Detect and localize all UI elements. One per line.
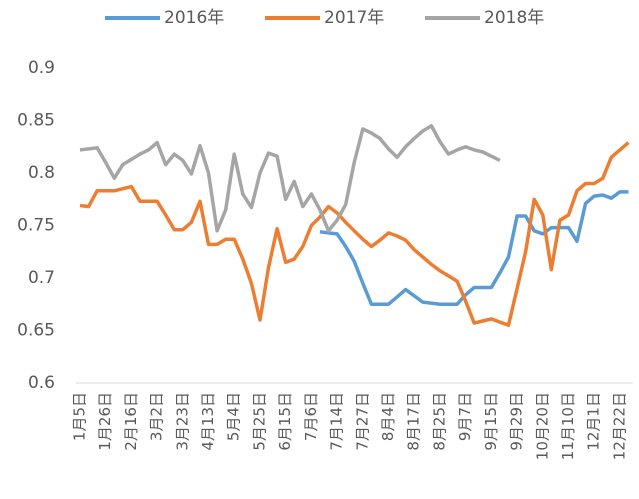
x-tick-label: 8月17日: [405, 392, 423, 451]
x-tick-label: 9月29日: [508, 392, 526, 451]
y-tick-label: 0.6: [28, 373, 55, 393]
x-tick-label: 4月13日: [199, 392, 217, 451]
x-tick-label: 12月1日: [585, 392, 603, 451]
x-tick-label: 12月22日: [610, 392, 628, 460]
legend-label: 2018年: [484, 8, 544, 28]
x-tick-label: 5月4日: [225, 392, 243, 441]
series-line: [79, 124, 501, 233]
y-tick-label: 0.7: [28, 268, 55, 288]
x-tick-label: 3月2日: [148, 392, 166, 441]
y-tick-label: 0.75: [17, 216, 55, 236]
x-tick-label: 8月4日: [379, 392, 397, 441]
y-tick-label: 0.65: [17, 321, 55, 341]
y-tick-label: 0.9: [28, 58, 55, 78]
x-tick-label: 1月5日: [70, 392, 88, 441]
series-line: [319, 190, 629, 306]
legend-label: 2017年: [324, 8, 384, 28]
y-tick-label: 0.85: [17, 111, 55, 131]
legend-label: 2016年: [164, 8, 224, 28]
x-tick-label: 9月7日: [456, 392, 474, 441]
x-tick-label: 7月14日: [328, 392, 346, 451]
x-tick-label: 10月20日: [533, 392, 551, 460]
y-tick-label: 0.8: [28, 163, 55, 183]
x-tick-label: 8月25日: [430, 392, 448, 451]
x-tick-label: 6月15日: [276, 392, 294, 451]
x-tick-label: 11月10日: [559, 392, 577, 460]
x-tick-label: 5月25日: [250, 392, 268, 451]
x-tick-label: 1月26日: [96, 392, 114, 451]
x-tick-label: 7月6日: [302, 392, 320, 441]
x-tick-label: 3月23日: [173, 392, 191, 451]
x-tick-label: 9月15日: [482, 392, 500, 451]
x-tick-label: 7月27日: [353, 392, 371, 451]
series-line: [79, 141, 630, 327]
x-tick-label: 2月16日: [122, 392, 140, 451]
